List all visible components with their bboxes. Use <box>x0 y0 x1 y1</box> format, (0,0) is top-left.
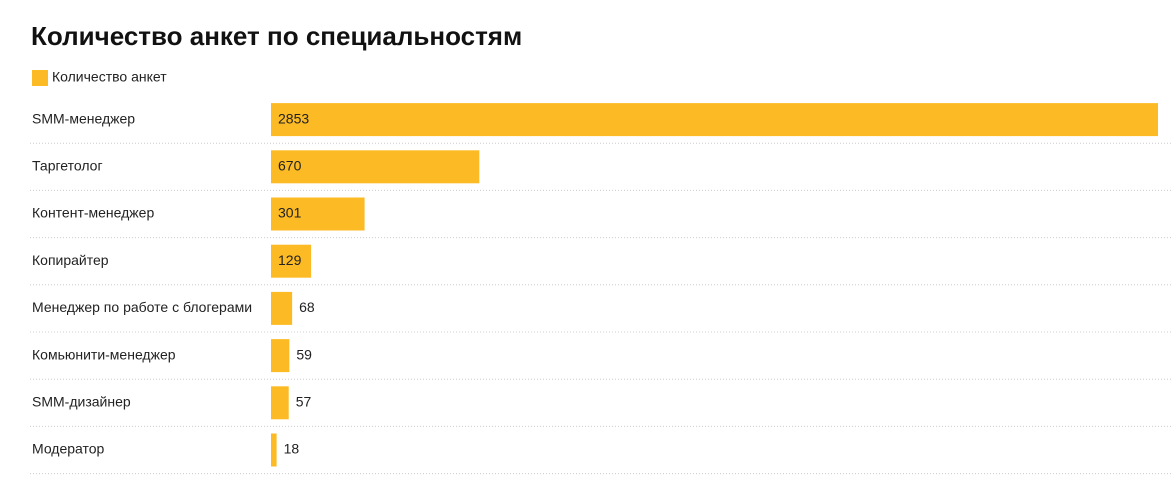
bar <box>271 150 480 184</box>
value-label: 670 <box>278 158 302 174</box>
value-label: 301 <box>278 205 302 221</box>
bar <box>271 291 293 325</box>
value-label: 129 <box>278 252 302 268</box>
value-label: 18 <box>284 441 300 457</box>
bar <box>271 386 289 420</box>
category-label: Модератор <box>32 441 105 457</box>
bar <box>271 197 365 231</box>
chart-title: Количество анкет по специальностям <box>31 21 522 51</box>
bar <box>271 244 312 278</box>
value-label: 57 <box>296 394 312 410</box>
category-label: SMM-менеджер <box>32 110 135 126</box>
category-label: SMM-дизайнер <box>32 394 131 410</box>
category-label: Менеджер по работе с блогерами <box>32 299 252 315</box>
bar <box>271 103 1158 137</box>
category-label: Таргетолог <box>32 158 103 174</box>
value-label: 59 <box>296 346 312 362</box>
value-label: 2853 <box>278 110 309 126</box>
category-label: Копирайтер <box>32 252 109 268</box>
category-label: Контент-менеджер <box>32 205 154 221</box>
bar <box>271 433 277 467</box>
bar <box>271 339 290 373</box>
category-label: Комьюнити-менеджер <box>32 346 176 362</box>
legend-label: Количество анкет <box>52 69 167 85</box>
legend-swatch <box>32 70 48 86</box>
value-label: 68 <box>299 299 315 315</box>
